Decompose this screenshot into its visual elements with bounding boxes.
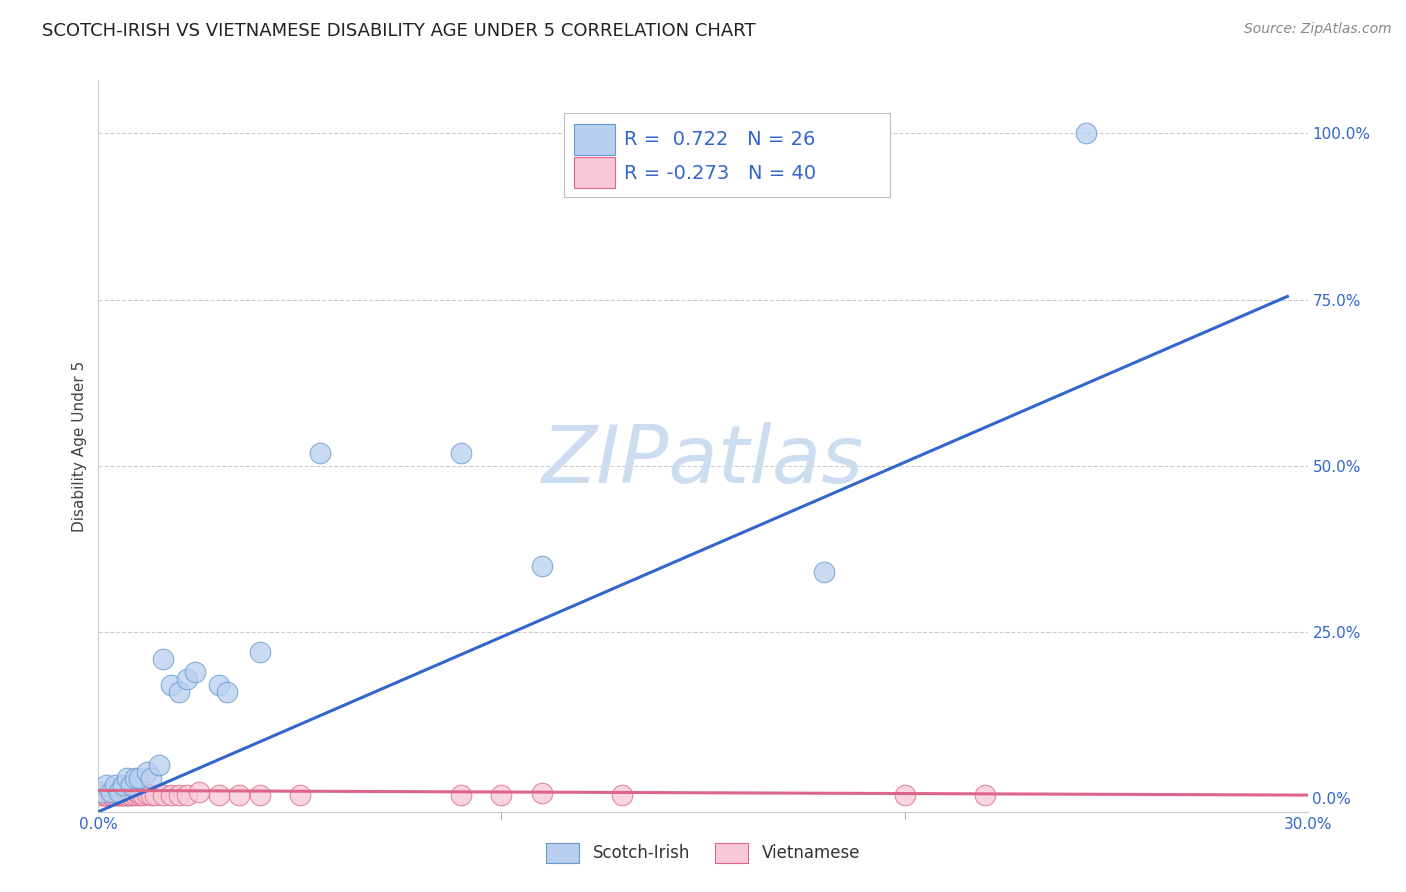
Point [100,785,122,799]
Point [135,787,157,801]
Point [450,445,472,459]
Text: R =  0.722   N = 26: R = 0.722 N = 26 [624,130,815,149]
Point [974,788,997,802]
Point [115,788,138,802]
Point [148,758,170,772]
Point [139,788,162,802]
Point [96,788,118,802]
Point [249,788,271,802]
Point [160,678,183,692]
Point [152,788,174,802]
Point [107,788,129,802]
Point [450,788,472,802]
Point [91,788,114,802]
Point [120,778,142,792]
Text: Source: ZipAtlas.com: Source: ZipAtlas.com [1244,22,1392,37]
Legend: Scotch-Irish, Vietnamese: Scotch-Irish, Vietnamese [540,837,866,869]
Point [111,788,134,802]
Point [217,685,239,699]
Text: ZIPatlas: ZIPatlas [541,422,865,500]
Point [139,772,162,786]
FancyBboxPatch shape [574,124,614,155]
Point [176,672,198,686]
Point [228,788,250,802]
Point [288,788,311,802]
Point [103,788,125,802]
Point [249,645,271,659]
Point [107,788,129,802]
Point [115,772,138,786]
Point [91,788,114,802]
Point [100,788,122,802]
Point [128,788,150,802]
Point [813,566,835,580]
Point [160,788,183,802]
Point [132,788,155,802]
Point [107,785,129,799]
Point [612,788,634,802]
Point [124,788,146,802]
Point [188,785,211,799]
Y-axis label: Disability Age Under 5: Disability Age Under 5 [72,360,87,532]
Point [135,764,157,779]
Point [143,788,166,802]
FancyBboxPatch shape [564,113,890,197]
Point [491,788,513,802]
Point [176,788,198,802]
FancyBboxPatch shape [574,157,614,188]
Point [120,788,142,802]
Point [208,678,231,692]
Text: R = -0.273   N = 40: R = -0.273 N = 40 [624,163,817,183]
Point [309,445,332,459]
Point [128,786,150,800]
Point [167,685,190,699]
Text: SCOTCH-IRISH VS VIETNAMESE DISABILITY AGE UNDER 5 CORRELATION CHART: SCOTCH-IRISH VS VIETNAMESE DISABILITY AG… [42,22,756,40]
Point [167,788,190,802]
Point [184,665,207,679]
Point [107,788,129,802]
Point [152,652,174,666]
Point [111,778,134,792]
Point [1074,127,1097,141]
Point [96,788,118,802]
Point [111,788,134,802]
Point [100,788,122,802]
Point [208,788,231,802]
Point [96,788,118,802]
Point [103,778,125,792]
Point [530,558,553,573]
Point [530,786,553,800]
Point [115,788,138,802]
Point [120,788,142,802]
Point [91,785,114,799]
Point [103,788,125,802]
Point [124,772,146,786]
Point [128,772,150,786]
Point [96,778,118,792]
Point [893,788,915,802]
